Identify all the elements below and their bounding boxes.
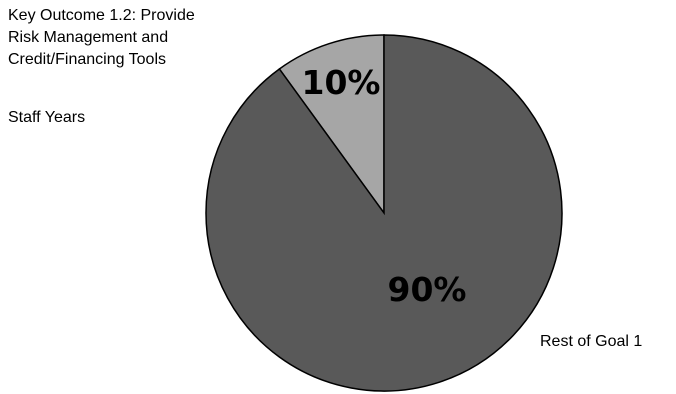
pie-slice-rest-of-goal-1 bbox=[205, 34, 563, 392]
slice-label-rest-of-goal-1: Rest of Goal 1 bbox=[540, 333, 643, 350]
chart-subtitle: Staff Years bbox=[8, 109, 86, 126]
chart-title: Key Outcome 1.2: Provide Risk Management… bbox=[8, 5, 195, 71]
chart-title-line-3: Credit/Financing Tools bbox=[8, 51, 167, 68]
pie-slice-small bbox=[278, 34, 385, 216]
pie-slice-rest-percent: 90% bbox=[388, 270, 467, 309]
chart-title-line-2: Risk Management and bbox=[8, 29, 169, 46]
pie-slice-small-percent: 10% bbox=[302, 63, 381, 102]
chart-title-line-1: Key Outcome 1.2: Provide bbox=[8, 7, 195, 24]
